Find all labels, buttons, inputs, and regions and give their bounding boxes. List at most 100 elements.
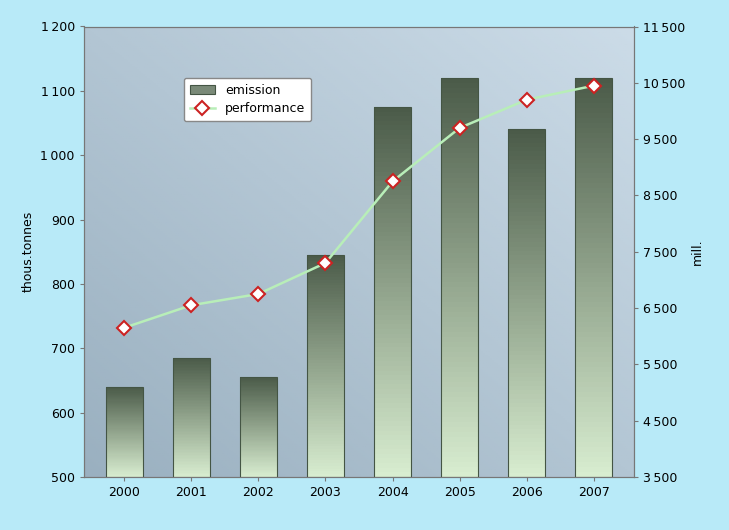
Y-axis label: mill.: mill. xyxy=(691,238,704,265)
Bar xyxy=(106,396,143,397)
Bar xyxy=(307,380,344,383)
Bar xyxy=(240,443,277,445)
Bar xyxy=(575,202,612,208)
Bar xyxy=(441,243,478,248)
Bar xyxy=(441,272,478,278)
Bar xyxy=(240,448,277,449)
Bar xyxy=(106,432,143,433)
Bar xyxy=(441,452,478,457)
Bar xyxy=(307,455,344,457)
Bar xyxy=(240,412,277,413)
Bar xyxy=(307,316,344,319)
Bar xyxy=(508,438,545,442)
Bar xyxy=(575,272,612,278)
Bar xyxy=(307,408,344,410)
Bar xyxy=(508,399,545,403)
Bar xyxy=(508,425,545,429)
Bar xyxy=(508,164,545,169)
Bar xyxy=(106,406,143,407)
Bar xyxy=(374,403,411,408)
Bar xyxy=(374,218,411,223)
Bar xyxy=(508,321,545,325)
Bar xyxy=(307,396,344,399)
Bar xyxy=(240,382,277,384)
Bar xyxy=(441,407,478,412)
Bar xyxy=(307,338,344,341)
Bar xyxy=(441,382,478,387)
Bar xyxy=(307,288,344,291)
Bar xyxy=(240,445,277,446)
Bar xyxy=(441,307,478,312)
Bar xyxy=(374,394,411,399)
Bar xyxy=(575,447,612,452)
Bar xyxy=(307,330,344,333)
Bar xyxy=(441,98,478,103)
Bar xyxy=(173,358,210,477)
Bar xyxy=(374,158,411,163)
Bar xyxy=(508,190,545,195)
Bar xyxy=(106,413,143,414)
Bar xyxy=(307,432,344,435)
Bar xyxy=(240,456,277,457)
Bar xyxy=(374,440,411,445)
Bar xyxy=(508,403,545,408)
Bar xyxy=(441,208,478,213)
Bar xyxy=(240,418,277,420)
Bar xyxy=(374,421,411,426)
Bar xyxy=(575,253,612,258)
Bar xyxy=(575,282,612,287)
Bar xyxy=(240,388,277,390)
Bar xyxy=(575,328,612,332)
Bar xyxy=(106,402,143,403)
Bar xyxy=(374,112,411,116)
Bar xyxy=(374,126,411,130)
Bar xyxy=(508,408,545,412)
Bar xyxy=(106,457,143,458)
Bar xyxy=(173,432,210,434)
Bar xyxy=(307,405,344,408)
Bar xyxy=(441,113,478,118)
Bar xyxy=(240,469,277,470)
Bar xyxy=(106,458,143,459)
Bar xyxy=(508,469,545,473)
Bar xyxy=(374,148,411,153)
Bar xyxy=(374,282,411,287)
Bar xyxy=(240,377,277,477)
Bar xyxy=(173,404,210,405)
Bar xyxy=(441,367,478,372)
Bar xyxy=(307,291,344,294)
Bar xyxy=(508,386,545,390)
Bar xyxy=(106,435,143,437)
Bar xyxy=(240,451,277,452)
Bar xyxy=(508,229,545,234)
Bar xyxy=(575,342,612,347)
Bar xyxy=(173,389,210,391)
Bar xyxy=(374,209,411,214)
Bar xyxy=(575,402,612,407)
Bar xyxy=(240,466,277,467)
Bar xyxy=(106,388,143,389)
Bar xyxy=(106,395,143,396)
Bar xyxy=(575,148,612,153)
Bar xyxy=(307,388,344,391)
Bar xyxy=(374,297,411,301)
Bar xyxy=(374,417,411,421)
Bar xyxy=(575,118,612,123)
Bar xyxy=(307,399,344,402)
Bar xyxy=(575,352,612,357)
Bar xyxy=(240,452,277,453)
Bar xyxy=(374,315,411,320)
Bar xyxy=(307,466,344,469)
Bar xyxy=(173,403,210,404)
Bar xyxy=(240,397,277,399)
Bar xyxy=(508,420,545,425)
Bar xyxy=(441,293,478,297)
Bar xyxy=(508,255,545,260)
Bar xyxy=(240,473,277,474)
Bar xyxy=(374,269,411,273)
Bar xyxy=(374,333,411,338)
Bar xyxy=(508,451,545,455)
Bar xyxy=(106,414,143,415)
Bar xyxy=(173,447,210,449)
Bar xyxy=(508,299,545,303)
